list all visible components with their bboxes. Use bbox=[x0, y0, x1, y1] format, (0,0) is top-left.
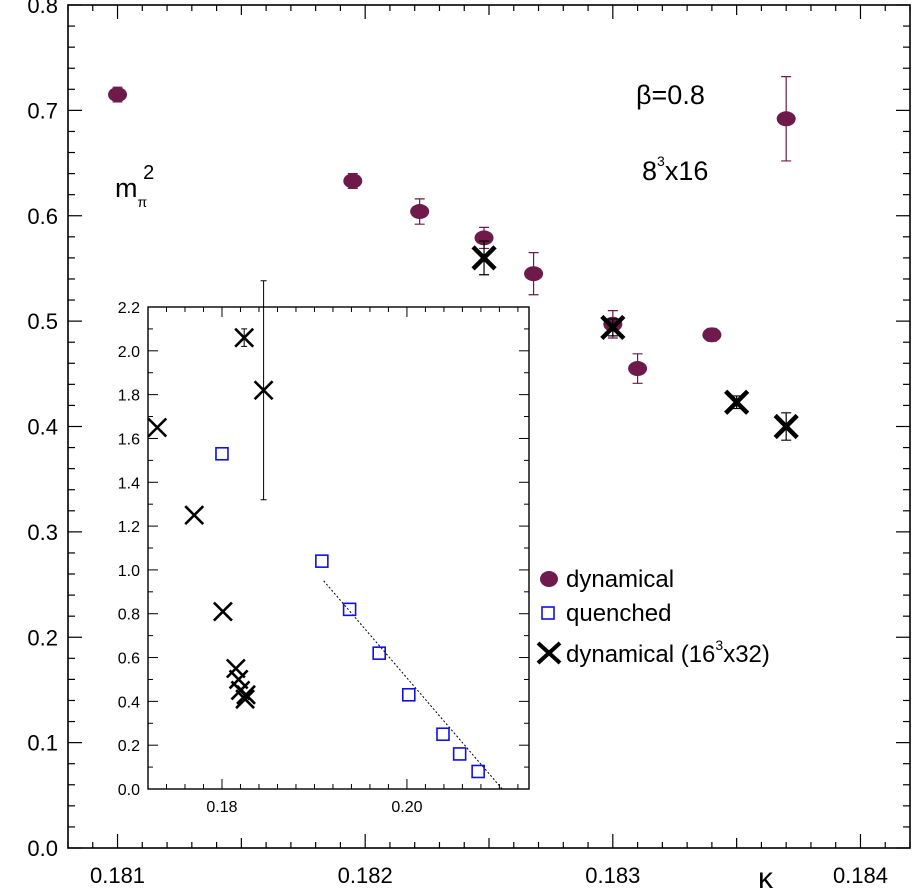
inset-dynamical-point bbox=[184, 505, 205, 526]
main-y-tick-label: 0.8 bbox=[27, 0, 58, 18]
main-y-tick-label: 0.4 bbox=[27, 415, 58, 440]
inset-y-tick-label: 1.4 bbox=[118, 475, 140, 492]
dynamical-point bbox=[776, 111, 796, 127]
legend-label-quenched: quenched bbox=[566, 600, 671, 627]
inset-y-tick-label: 0.2 bbox=[118, 738, 140, 755]
inset-dynamical-point bbox=[234, 327, 255, 348]
inset-dynamical-point bbox=[236, 684, 256, 705]
inset-x-tick-label: 0.18 bbox=[206, 799, 237, 816]
inset-dynamical-point bbox=[235, 689, 256, 710]
legend: dynamical quenched dynamical (163x32) bbox=[536, 566, 770, 668]
ylabel-annotation: mπ2 bbox=[115, 162, 154, 210]
lattice-annotation: 83x16 bbox=[642, 153, 708, 186]
dynamical-16x32-point bbox=[471, 245, 497, 271]
main-y-tick-label: 0.6 bbox=[27, 204, 58, 229]
inset-quenched-point bbox=[342, 602, 357, 617]
inset-dynamical-point bbox=[147, 417, 168, 438]
main-y-tick-label: 0.0 bbox=[27, 836, 58, 861]
inset-y-tick-label: 1.0 bbox=[118, 563, 140, 580]
inset-quenched-point bbox=[436, 727, 450, 742]
main-axis-ticks: 0.0 0.1 0.2 0.3 0.4 0.5 0.6 0.7 0.8 0.181 0.182 0.1… bbox=[27, 0, 911, 888]
inset-y-tick-label: 1.8 bbox=[118, 388, 140, 405]
inset-y-tick-label: 0.8 bbox=[118, 607, 140, 624]
inset-y-tick-label: 0.6 bbox=[118, 651, 140, 668]
dynamical-point bbox=[410, 204, 430, 220]
inset-y-tick-label: 2.0 bbox=[118, 344, 140, 361]
legend-marker-dynamical bbox=[540, 571, 558, 587]
inset-axis-ticks: 0.0 0.2 0.4 0.6 0.8 1.0 1.2 1.4 1.6 1.8 2.0 2.2 0.18… bbox=[118, 300, 529, 816]
inset-quenched-point bbox=[401, 687, 416, 702]
legend-marker-quenched bbox=[541, 606, 555, 620]
main-y-tick-label: 0.5 bbox=[27, 309, 58, 334]
inset-y-tick-label: 0.4 bbox=[118, 694, 140, 711]
main-x-tick-label: 0.181 bbox=[90, 863, 145, 888]
dynamical-point bbox=[702, 327, 722, 343]
dynamical-16x32-point bbox=[724, 389, 750, 415]
dynamical-16x32-point bbox=[773, 413, 799, 440]
inset-y-tick-label: 2.2 bbox=[118, 300, 140, 317]
inset-quenched-point bbox=[372, 646, 386, 660]
legend-label-dynamical-16x32: dynamical (163x32) bbox=[566, 637, 770, 668]
legend-item-dynamical: dynamical bbox=[540, 566, 674, 593]
dynamical-point bbox=[343, 173, 363, 189]
main-y-tick-label: 0.2 bbox=[27, 625, 58, 650]
inset-dynamical-point bbox=[212, 601, 233, 622]
inset-background bbox=[148, 307, 529, 789]
main-y-tick-label: 0.7 bbox=[27, 98, 58, 123]
inset-quenched-point bbox=[452, 747, 467, 761]
legend-marker-dynamical-16x32 bbox=[536, 641, 562, 665]
inset-y-tick-label: 1.6 bbox=[118, 431, 140, 448]
dynamical-point bbox=[524, 266, 544, 282]
main-y-tick-label: 0.1 bbox=[27, 731, 58, 756]
inset-y-tick-label: 0.0 bbox=[118, 782, 140, 799]
inset-y-tick-label: 1.2 bbox=[118, 519, 140, 536]
main-y-tick-label: 0.3 bbox=[27, 520, 58, 545]
inset-dynamical-point bbox=[253, 380, 274, 401]
dynamical-16x32-point bbox=[600, 314, 626, 341]
beta-annotation: β=0.8 bbox=[636, 80, 705, 110]
dynamical-point bbox=[628, 361, 648, 377]
xlabel: κ bbox=[758, 862, 774, 894]
main-x-tick-label: 0.184 bbox=[833, 863, 888, 888]
inset-quenched-point bbox=[471, 764, 485, 779]
inset-data-marks bbox=[147, 280, 503, 790]
inset-quenched-point bbox=[215, 446, 229, 461]
legend-label-dynamical: dynamical bbox=[566, 566, 674, 593]
dynamical-point bbox=[108, 87, 128, 103]
main-x-tick-label: 0.182 bbox=[338, 863, 393, 888]
inset-quenched-point bbox=[315, 554, 329, 568]
main-x-tick-label: 0.183 bbox=[585, 863, 640, 888]
inset-x-tick-label: 0.20 bbox=[391, 799, 422, 816]
legend-item-dynamical-16x32: dynamical (163x32) bbox=[536, 637, 770, 668]
legend-item-quenched: quenched bbox=[541, 600, 671, 627]
main-data-marks bbox=[108, 76, 799, 441]
